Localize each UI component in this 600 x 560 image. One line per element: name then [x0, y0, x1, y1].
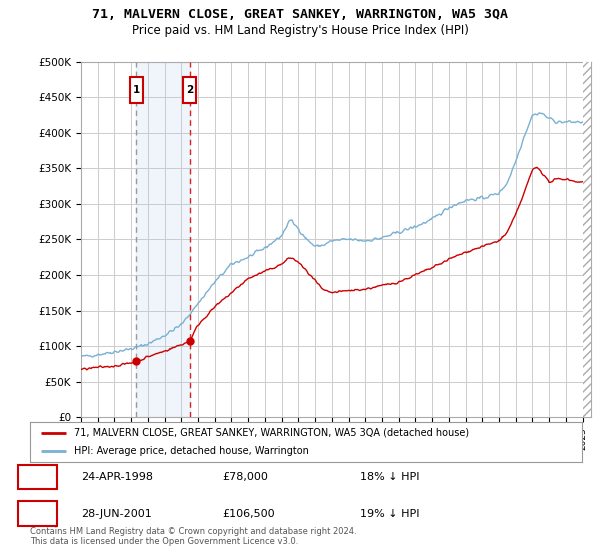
FancyBboxPatch shape: [130, 77, 143, 103]
Text: £78,000: £78,000: [222, 472, 268, 482]
Text: Contains HM Land Registry data © Crown copyright and database right 2024.
This d: Contains HM Land Registry data © Crown c…: [30, 526, 356, 546]
Text: 2: 2: [34, 508, 41, 519]
Text: 2: 2: [186, 85, 193, 95]
Text: Price paid vs. HM Land Registry's House Price Index (HPI): Price paid vs. HM Land Registry's House …: [131, 24, 469, 36]
Text: 71, MALVERN CLOSE, GREAT SANKEY, WARRINGTON, WA5 3QA: 71, MALVERN CLOSE, GREAT SANKEY, WARRING…: [92, 8, 508, 21]
Text: HPI: Average price, detached house, Warrington: HPI: Average price, detached house, Warr…: [74, 446, 309, 456]
Text: £106,500: £106,500: [222, 508, 275, 519]
Text: 71, MALVERN CLOSE, GREAT SANKEY, WARRINGTON, WA5 3QA (detached house): 71, MALVERN CLOSE, GREAT SANKEY, WARRING…: [74, 428, 469, 438]
Text: 1: 1: [133, 85, 140, 95]
Text: 19% ↓ HPI: 19% ↓ HPI: [360, 508, 419, 519]
Text: 28-JUN-2001: 28-JUN-2001: [81, 508, 152, 519]
Text: 24-APR-1998: 24-APR-1998: [81, 472, 153, 482]
FancyBboxPatch shape: [183, 77, 196, 103]
Bar: [583, 62, 591, 417]
Text: 1: 1: [34, 472, 41, 482]
Bar: [136, 62, 190, 417]
Text: 18% ↓ HPI: 18% ↓ HPI: [360, 472, 419, 482]
